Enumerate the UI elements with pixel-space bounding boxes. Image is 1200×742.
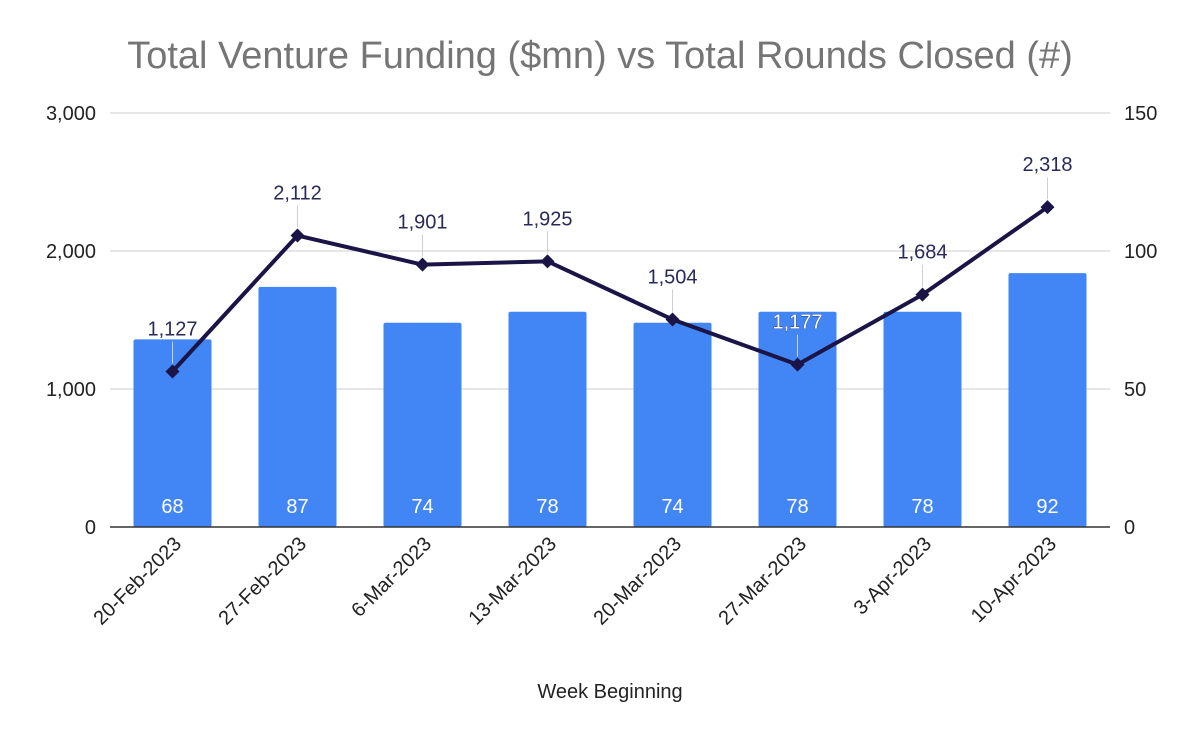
funding-line-labels: 1,127 2,112 1,901 1,925 1,504 1,177 1,684 2,318	[147, 154, 1072, 340]
funding-point	[665, 312, 680, 327]
right-y-tick-label: 100	[1124, 241, 1157, 263]
right-y-tick-label: 50	[1124, 379, 1146, 401]
rounds-bar-label: 74	[411, 496, 433, 518]
funding-data-label: 1,925	[522, 208, 572, 230]
x-tick-label: 13-Mar-2023	[465, 533, 562, 630]
rounds-bar	[133, 339, 212, 527]
left-y-tick-label: 2,000	[46, 241, 96, 263]
funding-point	[415, 257, 430, 272]
funding-point	[165, 364, 180, 379]
left-y-tick-label: 1,000	[46, 379, 96, 401]
rounds-bar	[508, 311, 587, 527]
right-y-tick-label: 0	[1124, 517, 1135, 539]
left-y-axis: 0 1,000 2,000 3,000	[46, 103, 96, 539]
funding-data-label: 1,504	[647, 266, 697, 288]
rounds-bar-label: 78	[786, 496, 808, 518]
funding-data-label: 2,112	[273, 183, 322, 205]
x-axis-label: Week Beginning	[537, 681, 682, 703]
rounds-bar-label: 68	[161, 496, 183, 518]
rounds-bar-series	[133, 273, 1087, 527]
rounds-bar	[258, 286, 337, 527]
funding-point	[540, 254, 555, 269]
x-tick-label: 27-Feb-2023	[214, 533, 311, 630]
rounds-bar	[633, 322, 712, 527]
funding-point	[1040, 200, 1055, 215]
right-y-tick-label: 150	[1124, 103, 1157, 125]
funding-point	[790, 357, 805, 372]
rounds-bar-label: 78	[911, 496, 933, 518]
funding-label-leaders	[172, 177, 1048, 364]
x-tick-label: 3-Apr-2023	[850, 533, 936, 619]
x-axis: 20-Feb-2023 27-Feb-2023 6-Mar-2023 13-Mar-2…	[89, 526, 1110, 630]
rounds-bar	[383, 322, 462, 527]
funding-line-series	[165, 200, 1055, 379]
funding-point	[915, 287, 930, 302]
x-tick-label: 20-Mar-2023	[590, 533, 687, 630]
rounds-bar-label: 78	[536, 496, 558, 518]
funding-data-label: 1,684	[897, 242, 947, 264]
rounds-bar-labels: 68 87 74 78 74 78 78 92	[161, 496, 1058, 518]
funding-line	[171, 205, 1049, 373]
rounds-bar	[758, 311, 837, 527]
funding-data-label: 1,901	[397, 212, 447, 234]
rounds-bar	[883, 311, 962, 527]
funding-data-label: 1,177	[772, 312, 822, 334]
funding-point	[290, 228, 305, 243]
x-tick-label: 6-Mar-2023	[347, 533, 436, 622]
rounds-bar	[1008, 273, 1087, 527]
funding-data-label: 2,318	[1022, 154, 1072, 176]
rounds-bar-label: 87	[286, 496, 308, 518]
chart-title: Total Venture Funding ($mn) vs Total Rou…	[127, 35, 1073, 77]
left-y-tick-label: 0	[85, 517, 96, 539]
rounds-bar-label: 92	[1036, 496, 1058, 518]
right-y-axis: 0 50 100 150	[1124, 103, 1157, 539]
x-tick-label: 10-Apr-2023	[967, 533, 1061, 627]
x-tick-label: 20-Feb-2023	[89, 533, 186, 630]
funding-data-label: 1,127	[147, 318, 197, 340]
left-y-tick-label: 3,000	[46, 103, 96, 125]
x-tick-label: 27-Mar-2023	[715, 533, 812, 630]
rounds-bar-label: 74	[661, 496, 683, 518]
